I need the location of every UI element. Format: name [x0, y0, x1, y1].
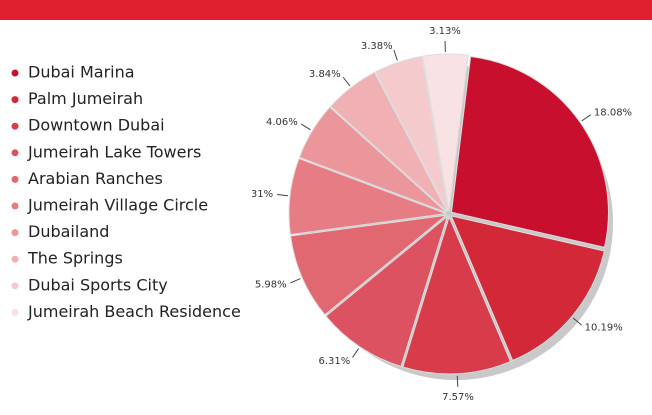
label-leader [290, 279, 300, 283]
slice-label: 3.13% [429, 26, 461, 37]
legend-bullet [12, 149, 19, 156]
label-leader [343, 77, 350, 86]
label-leader [394, 50, 398, 60]
slice-label: 5.31% [241, 189, 273, 200]
top-bar [0, 0, 652, 20]
legend-bullet [12, 282, 19, 289]
slice-label: 5.98% [255, 280, 287, 291]
legend-bullet [12, 96, 19, 103]
legend-bullet [12, 203, 19, 210]
label-leader [277, 195, 288, 196]
legend-label: Palm Jumeirah [28, 89, 143, 108]
pie-area: 18.08% 10.19% 7.57% 6.31% 5.98% 5.31% 4.06% 3.8… [241, 26, 632, 403]
slice-label: 7.57% [442, 392, 474, 403]
legend-bullet [12, 176, 19, 183]
legend-label: Jumeirah Beach Residence [27, 302, 241, 321]
legend-label: Dubailand [28, 222, 109, 241]
slice-label: 4.06% [266, 117, 298, 128]
legend-label: Dubai Marina [28, 63, 135, 82]
label-leader [301, 124, 310, 130]
slice-label: 3.84% [309, 69, 341, 80]
legend: Dubai Marina Palm Jumeirah Downtown Dubai J… [12, 63, 241, 321]
legend-bullet [12, 229, 19, 236]
slice-label: 3.38% [361, 41, 393, 52]
slice-label: 10.19% [585, 323, 623, 334]
legend-label: Jumeirah Village Circle [27, 196, 208, 215]
legend-bullet [12, 256, 19, 263]
legend-bullet [12, 70, 19, 77]
slice-label: 6.31% [318, 356, 350, 367]
legend-label: Arabian Ranches [28, 169, 163, 188]
label-leader [353, 348, 359, 357]
legend-bullet [12, 123, 19, 130]
legend-label: The Springs [27, 249, 123, 268]
label-leader [582, 115, 591, 121]
legend-label: Jumeirah Lake Towers [27, 142, 201, 161]
slice-label: 18.08% [594, 107, 632, 118]
label-leader [457, 376, 458, 387]
legend-label: Dubai Sports City [28, 275, 168, 294]
legend-bullet [12, 309, 19, 316]
legend-label: Downtown Dubai [28, 116, 165, 135]
